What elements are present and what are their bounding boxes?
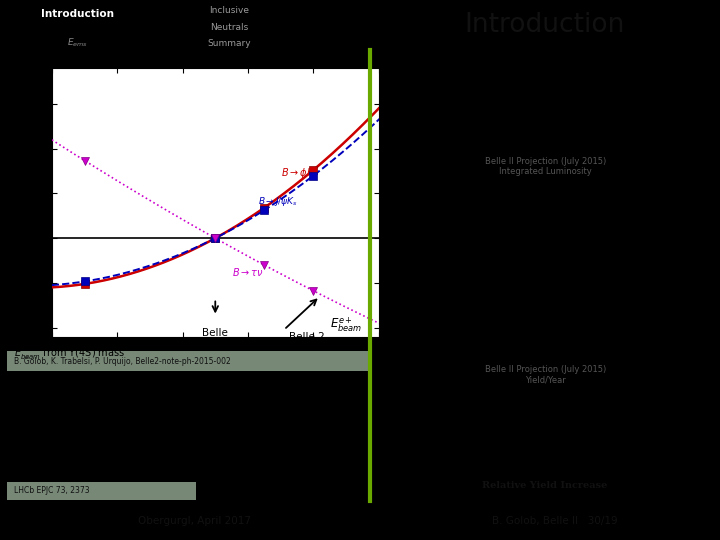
Text: Belle II Projection (July 2015)
Yield/Year: Belle II Projection (July 2015) Yield/Ye… xyxy=(485,365,606,384)
Text: Obergurgl, April 2017: Obergurgl, April 2017 xyxy=(138,516,251,525)
Text: Belle 2: Belle 2 xyxy=(289,332,325,342)
Text: $B \to \tau\nu$: $B \to \tau\nu$ xyxy=(232,266,264,278)
Text: Lumi ratio for same sensitivity: Lumi ratio for same sensitivity xyxy=(101,52,281,65)
X-axis label: E$_{LER}$ (GeV): E$_{LER}$ (GeV) xyxy=(182,357,248,373)
Text: $E^{e+}_{beam}$: $E^{e+}_{beam}$ xyxy=(330,315,362,334)
Text: $B \to J/\psi K_s$: $B \to J/\psi K_s$ xyxy=(258,194,297,207)
Text: LHCb EPJC 73, 2373: LHCb EPJC 73, 2373 xyxy=(14,486,90,495)
FancyBboxPatch shape xyxy=(7,350,370,372)
Text: Relative Yield Increase: Relative Yield Increase xyxy=(482,481,608,490)
Text: B. Golob, K. Trabelsi, P. Urquijo, Belle2-note-ph-2015-002: B. Golob, K. Trabelsi, P. Urquijo, Belle… xyxy=(14,356,231,366)
Text: Belle 2: improved $K_s$ reconstr.;
         improved hadr. B tagging;
LHCb: $\si: Belle 2: improved $K_s$ reconstr.; impro… xyxy=(14,375,197,463)
Text: $B \to \phi K_s$: $B \to \phi K_s$ xyxy=(281,166,318,180)
Text: Neutrals: Neutrals xyxy=(210,23,248,32)
Text: $E_{ems}$: $E_{ems}$ xyxy=(67,36,88,49)
FancyBboxPatch shape xyxy=(7,482,196,500)
Text: $E^{e+}_{beam}$ from $\Upsilon$(4S) mass: $E^{e+}_{beam}$ from $\Upsilon$(4S) mass xyxy=(14,346,126,362)
Text: Introduction: Introduction xyxy=(41,9,114,19)
Text: Introduction: Introduction xyxy=(465,12,625,38)
Y-axis label: Ratio of $\int$ Ldt: Ratio of $\int$ Ldt xyxy=(12,164,30,241)
Text: Inclusive: Inclusive xyxy=(210,6,249,15)
Text: Summary: Summary xyxy=(207,39,251,48)
Text: Belle: Belle xyxy=(202,328,228,338)
Text: Belle II Projection (July 2015)
Integrated Luminosity: Belle II Projection (July 2015) Integrat… xyxy=(485,157,606,176)
Text: B. Golob, Belle II   30/19: B. Golob, Belle II 30/19 xyxy=(492,516,617,525)
